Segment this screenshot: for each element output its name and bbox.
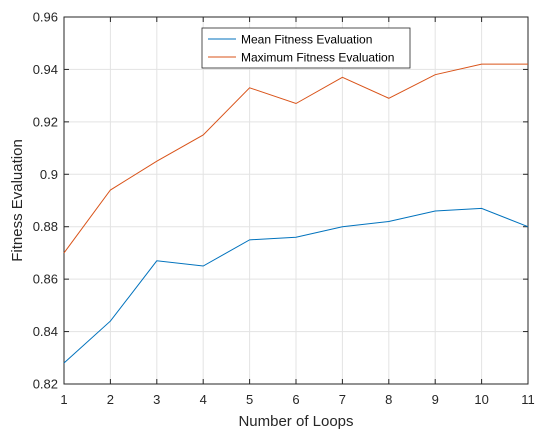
y-tick-label: 0.86 [33, 272, 58, 287]
x-tick-label: 6 [292, 392, 299, 407]
x-tick-label: 11 [521, 392, 535, 407]
x-tick-label: 1 [60, 392, 67, 407]
x-axis-ticks: 1 2 3 4 5 6 7 8 9 10 11 [60, 17, 535, 407]
y-tick-label: 0.96 [33, 10, 58, 25]
series-line-1 [63, 63, 528, 254]
y-axis-ticks: 0.82 0.84 0.86 0.88 0.9 0.92 0.94 0.96 [33, 10, 528, 392]
x-tick-label: 5 [246, 392, 253, 407]
x-tick-label: 4 [200, 392, 207, 407]
y-tick-label: 0.94 [33, 62, 58, 77]
grid-lines [63, 16, 529, 385]
series-line-0 [63, 207, 529, 364]
legend-box [201, 27, 411, 69]
x-tick-label: 7 [339, 392, 346, 407]
x-tick-label: 10 [474, 392, 488, 407]
series-lines [63, 63, 529, 364]
y-tick-label: 0.9 [40, 167, 58, 182]
x-axis-label: Number of Loops [238, 413, 353, 430]
legend-label-maximum: Maximum Fitness Evaluation [241, 51, 394, 65]
x-tick-label: 2 [107, 392, 114, 407]
legend-label-mean: Mean Fitness Evaluation [241, 33, 372, 47]
x-tick-label: 8 [385, 392, 392, 407]
y-tick-label: 0.82 [33, 377, 58, 392]
y-tick-label: 0.88 [33, 219, 58, 234]
legend: Mean Fitness Evaluation Maximum Fitness … [201, 27, 411, 69]
x-tick-label: 9 [432, 392, 439, 407]
x-tick-label: 3 [153, 392, 160, 407]
y-axis-label: Fitness Evaluation [9, 139, 26, 262]
y-tick-label: 0.84 [33, 324, 58, 339]
y-tick-label: 0.92 [33, 114, 58, 129]
